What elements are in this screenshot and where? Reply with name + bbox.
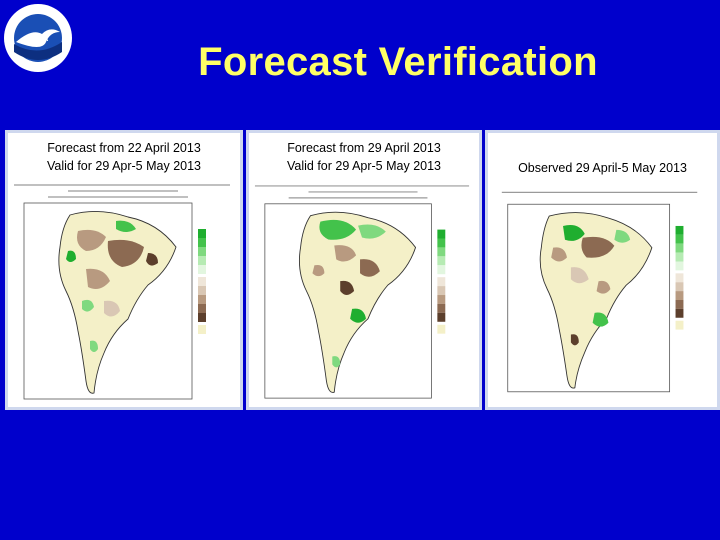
forecast-panel-29-april: Forecast from 29 April 2013 Valid for 29… (246, 130, 482, 410)
map-header-text (254, 185, 470, 199)
map-frame (507, 203, 671, 393)
continent-outline (58, 211, 177, 394)
map-header-text (14, 184, 230, 198)
svg-text:NOAA: NOAA (28, 36, 49, 43)
noaa-logo-icon: NOAA (4, 4, 72, 72)
panel-caption: Forecast from 22 April 2013 Valid for 29… (8, 133, 240, 175)
precip-anomaly-map (488, 186, 717, 407)
continent-outline (539, 212, 653, 389)
panel-caption: Observed 29 April-5 May 2013 (488, 155, 717, 177)
observed-panel: Observed 29 April-5 May 2013 (485, 130, 720, 410)
map-legend (675, 225, 684, 330)
slide-title: Forecast Verification (198, 40, 598, 84)
map-frame (23, 202, 193, 400)
map-legend (437, 229, 446, 334)
caption-line-2: Valid for 29 Apr-5 May 2013 (46, 159, 202, 173)
caption-line-1: Observed 29 April-5 May 2013 (518, 161, 687, 175)
precip-anomaly-map (8, 181, 240, 407)
caption-line-2: Valid for 29 Apr-5 May 2013 (286, 159, 442, 173)
precip-anomaly-map (249, 182, 479, 407)
map-frame (264, 203, 432, 399)
caption-line-1: Forecast from 22 April 2013 (47, 141, 201, 155)
caption-line-1: Forecast from 29 April 2013 (287, 141, 441, 155)
panel-caption: Forecast from 29 April 2013 Valid for 29… (249, 133, 479, 175)
map-legend (198, 229, 206, 334)
continent-outline (298, 211, 417, 393)
forecast-panel-22-april: Forecast from 22 April 2013 Valid for 29… (5, 130, 243, 410)
